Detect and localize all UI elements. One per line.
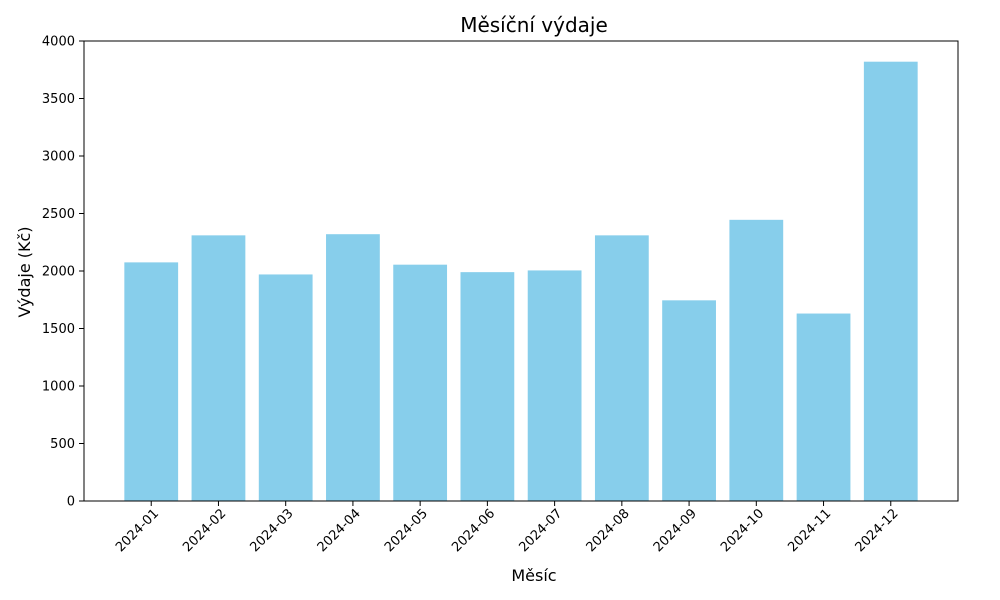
x-tick-label: 2024-04 xyxy=(315,506,364,555)
x-tick-label: 2024-12 xyxy=(853,506,902,555)
y-tick-label: 1500 xyxy=(42,322,75,337)
bar-2024-05 xyxy=(393,264,448,501)
x-axis-label: Měsíc xyxy=(511,566,556,585)
x-tick-label: 2024-05 xyxy=(382,506,431,555)
x-tick-label: 2024-01 xyxy=(113,506,162,555)
bar-2024-07 xyxy=(527,270,582,501)
y-tick-label: 2000 xyxy=(42,265,75,280)
plot-area: 0 500 1000 1500 2000 2500 3000 3500 4000 2024-01 2… xyxy=(42,35,959,555)
x-tick-label: 2024-07 xyxy=(516,506,565,555)
x-tick-label: 2024-03 xyxy=(247,506,296,555)
bar-2024-12 xyxy=(863,61,918,501)
y-axis-label: Výdaje (Kč) xyxy=(15,226,34,317)
bar-2024-04 xyxy=(326,234,380,501)
bar-2024-08 xyxy=(594,235,649,501)
chart-title: Měsíční výdaje xyxy=(460,13,608,37)
y-tick-label: 4000 xyxy=(42,35,75,50)
bar-2024-01 xyxy=(124,262,179,501)
y-tick-label: 3500 xyxy=(42,92,75,107)
bar-2024-10 xyxy=(729,219,784,501)
x-tick-label: 2024-10 xyxy=(718,506,767,555)
x-tick-label: 2024-06 xyxy=(449,506,498,555)
bar-2024-11 xyxy=(796,313,851,501)
x-tick-label: 2024-08 xyxy=(584,506,633,555)
y-tick-label: 0 xyxy=(67,495,75,510)
x-tick-label: 2024-11 xyxy=(785,506,834,555)
y-tick-label: 500 xyxy=(50,437,75,452)
bar-2024-02 xyxy=(191,235,246,501)
bar-2024-03 xyxy=(258,274,313,501)
y-tick-label: 1000 xyxy=(42,380,75,395)
bar-2024-09 xyxy=(662,300,716,501)
bar-2024-06 xyxy=(460,272,515,501)
y-tick-label: 3000 xyxy=(42,150,75,165)
y-tick-label: 2500 xyxy=(42,207,75,222)
x-tick-label: 2024-02 xyxy=(180,506,229,555)
x-tick-label: 2024-09 xyxy=(651,506,700,555)
